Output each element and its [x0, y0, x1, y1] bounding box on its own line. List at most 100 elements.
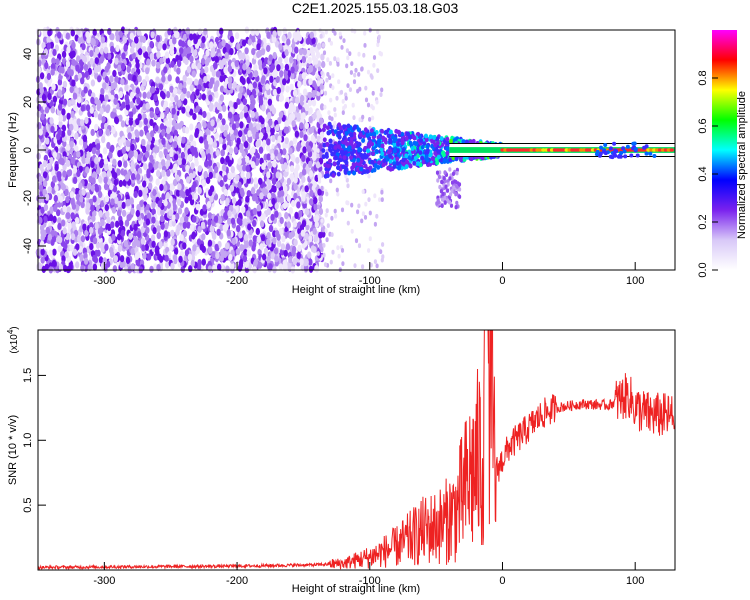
- spectrogram-cell: [110, 221, 115, 229]
- spectrogram-cell: [264, 57, 269, 65]
- spectrogram-cell: [266, 138, 271, 146]
- spectrogram-cell: [192, 112, 197, 121]
- spectrogram-cell: [72, 118, 78, 126]
- spectrogram-cell: [316, 91, 320, 97]
- spectrogram-cell: [377, 34, 381, 40]
- spectrogram-cell: [199, 136, 204, 144]
- spectrogram-cell: [145, 102, 150, 110]
- spectrogram-cell: [324, 29, 328, 35]
- spectrogram-cell: [274, 149, 279, 157]
- spectrogram-cell: [192, 215, 197, 223]
- spectrogram-cell: [94, 47, 100, 55]
- spectrogram-cell: [241, 39, 247, 47]
- spectrogram-cell: [71, 202, 77, 210]
- spectrogram-cell: [131, 173, 136, 181]
- spectrogram-cell: [198, 130, 203, 138]
- spectrogram-cell: [282, 78, 287, 86]
- spectrogram-cell: [190, 93, 195, 101]
- spectrogram-cell: [251, 88, 257, 97]
- spectrogram-cell: [149, 52, 155, 61]
- spectrogram-cell: [278, 227, 284, 235]
- spectrogram-cell: [126, 65, 131, 74]
- spectrogram-cell: [230, 262, 235, 270]
- spectrogram-cell: [323, 104, 327, 110]
- spectrogram-cell: [149, 40, 154, 49]
- spectrogram-cell: [322, 137, 327, 143]
- spectrogram-cell: [54, 184, 59, 192]
- spectrogram-cell: [185, 105, 191, 113]
- spectrogram-cell: [135, 209, 140, 218]
- spectrogram-cell: [269, 65, 274, 73]
- spectrogram-cell: [132, 74, 137, 83]
- spectrogram-cell: [391, 135, 395, 140]
- spectrogram-cell: [102, 82, 107, 90]
- spectrogram-cell: [75, 243, 80, 251]
- spectrogram-cell: [190, 145, 195, 153]
- spectrogram-cell: [368, 117, 372, 122]
- spectrogram-cell: [219, 94, 224, 102]
- spectrogram-cell: [133, 150, 138, 158]
- spectrogram-cell: [282, 27, 287, 35]
- spectrogram-cell: [118, 179, 124, 188]
- spectrogram-cell: [180, 93, 185, 101]
- spectrogram-cell: [246, 210, 251, 218]
- spectrogram-cell: [141, 145, 147, 153]
- spectrogram-cell: [146, 253, 152, 261]
- spectrogram-cell: [247, 223, 252, 231]
- spectrogram-cell: [297, 34, 302, 42]
- spectrogram-cell: [100, 36, 106, 44]
- spectrogram-cell: [182, 221, 187, 229]
- spectrogram-cell: [215, 80, 220, 88]
- spectrogram-cell: [240, 158, 245, 166]
- spectrogram-cell: [364, 85, 368, 91]
- spectrogram-cell: [85, 104, 91, 112]
- spectrogram-cell: [312, 227, 317, 235]
- spectrogram-cell: [256, 204, 262, 212]
- spectrogram-cell: [302, 48, 307, 56]
- spectrogram-cell: [164, 51, 170, 59]
- spectrogram-cell: [227, 217, 232, 225]
- spectrogram-cell: [344, 95, 348, 101]
- spectrogram-cell: [289, 173, 294, 181]
- spectrogram-cell: [85, 31, 90, 39]
- spectrogram-cell: [303, 134, 308, 142]
- spectrogram-cell: [363, 215, 368, 220]
- spectrogram-cell: [89, 57, 94, 65]
- spectrogram-cell: [61, 219, 66, 227]
- spectrogram-cell: [304, 185, 309, 193]
- spectrogram-cell: [123, 44, 128, 52]
- spectrogram-cell: [380, 87, 384, 93]
- spectrogram-cell: [156, 225, 161, 233]
- spectrogram-cell: [123, 160, 128, 168]
- spectrogram-cell: [363, 30, 367, 36]
- spectrogram-cell: [337, 79, 341, 85]
- spectrogram-cell: [104, 204, 110, 212]
- spectrogram-cell: [72, 151, 78, 159]
- spectrogram-cell: [251, 146, 256, 154]
- spectrogram-cell: [273, 70, 278, 78]
- spectrogram-cell: [322, 142, 327, 148]
- spectrogram-cell: [128, 111, 134, 119]
- spectrogram-cell: [308, 126, 313, 135]
- spectrogram-cell: [163, 184, 168, 192]
- spectrogram-cell: [204, 160, 209, 168]
- spectrogram-cell: [270, 153, 275, 161]
- spectrogram-cell: [304, 208, 310, 216]
- spectrogram-cell: [194, 128, 200, 136]
- spectrogram-cell: [108, 164, 113, 172]
- spectrogram-cell: [319, 138, 323, 144]
- spectrogram-cell: [233, 128, 239, 136]
- spectrogram-cell: [209, 41, 214, 49]
- spectrogram-cell: [110, 94, 115, 102]
- spectrogram-cell: [83, 86, 88, 94]
- spectrogram-cell: [195, 88, 200, 96]
- spectrogram-cell: [335, 95, 339, 101]
- spectrogram-cell: [92, 171, 97, 179]
- spectrogram-cell: [44, 193, 50, 201]
- spectrogram-cell: [130, 143, 135, 151]
- spectrogram-cell: [256, 51, 261, 59]
- spectrogram-cell: [214, 243, 219, 251]
- spectrogram-cell: [101, 115, 106, 124]
- spectrogram-cell: [222, 224, 227, 232]
- spectrogram-cell: [300, 94, 305, 102]
